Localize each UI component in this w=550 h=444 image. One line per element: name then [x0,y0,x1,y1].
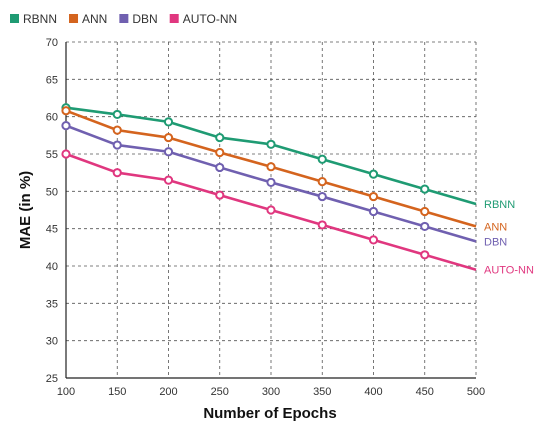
y-tick-label: 25 [46,373,58,385]
data-point-auto-nn [215,190,225,200]
data-point-dbn [266,177,276,187]
data-point-ann [61,106,71,116]
data-point-rbnn [420,184,430,194]
data-point-ann [420,206,430,217]
x-axis-title: Number of Epochs [203,405,336,422]
x-tick-label: 450 [416,386,434,398]
data-point-dbn [112,140,122,150]
data-point-rbnn [215,132,225,143]
data-point-auto-nn [266,205,276,215]
y-tick-label: 40 [46,261,58,273]
x-tick-label: 400 [364,386,382,398]
legend-swatch-dbn [119,14,129,23]
end-label-ann: ANN [484,221,507,233]
end-label-auto-nn: AUTO-NN [484,265,534,277]
legend-label-dbn: DBN [132,12,157,26]
legend-swatch-rbnn [10,14,19,23]
x-tick-label: 200 [159,386,177,398]
legend-label-auto-nn: AUTO-NN [183,12,237,26]
end-label-dbn: DBN [484,236,507,248]
x-tick-label: 350 [313,386,331,398]
x-tick-label: 300 [262,386,280,398]
x-tick-label: 150 [108,386,126,398]
data-point-ann [368,191,379,202]
legend-swatch-ann [69,14,79,23]
y-tick-label: 70 [46,37,58,49]
legend-label-ann: ANN [82,12,107,26]
data-point-rbnn [112,109,122,120]
data-point-auto-nn [420,250,430,260]
y-tick-label: 35 [46,298,58,310]
legend-swatch-auto-nn [169,14,179,23]
data-point-ann [215,147,225,158]
data-point-rbnn [317,154,327,164]
x-tick-label: 100 [57,386,75,398]
data-point-ann [266,162,276,172]
data-point-auto-nn [112,168,122,178]
data-point-ann [317,177,327,187]
data-point-rbnn [163,117,174,127]
y-tick-label: 65 [46,74,58,86]
data-point-dbn [317,191,327,202]
y-tick-label: 30 [46,336,58,348]
data-point-auto-nn [317,220,327,230]
data-point-auto-nn [368,235,379,245]
y-tick-label: 45 [46,224,58,236]
data-point-rbnn [368,169,379,179]
y-tick-label: 55 [46,149,58,161]
end-label-rbnn: RBNN [484,199,515,211]
y-tick-label: 60 [46,112,58,124]
data-point-auto-nn [61,149,71,159]
axes [65,42,476,379]
x-tick-label: 250 [211,386,229,398]
data-point-dbn [61,121,71,131]
data-point-dbn [420,221,430,232]
series-end-labels: RBNN ANN DBN AUTO-NN [484,199,534,277]
data-point-dbn [368,206,379,217]
data-points [61,103,430,260]
y-tick-label: 50 [46,186,58,198]
data-point-dbn [163,147,174,157]
data-point-ann [112,125,122,135]
y-axis-title: MAE (in %) [17,171,34,249]
legend-label-rbnn: RBNN [23,12,57,26]
data-point-ann [163,132,174,143]
tick-labels: 25 30 35 40 45 50 55 60 65 70 100 150 200 250 300 350 40… [46,37,485,398]
data-point-auto-nn [163,175,174,185]
data-point-rbnn [266,139,276,149]
data-point-dbn [215,162,225,173]
legend: RBNN ANN DBN AUTO-NN [10,12,237,26]
x-tick-label: 500 [467,386,485,398]
